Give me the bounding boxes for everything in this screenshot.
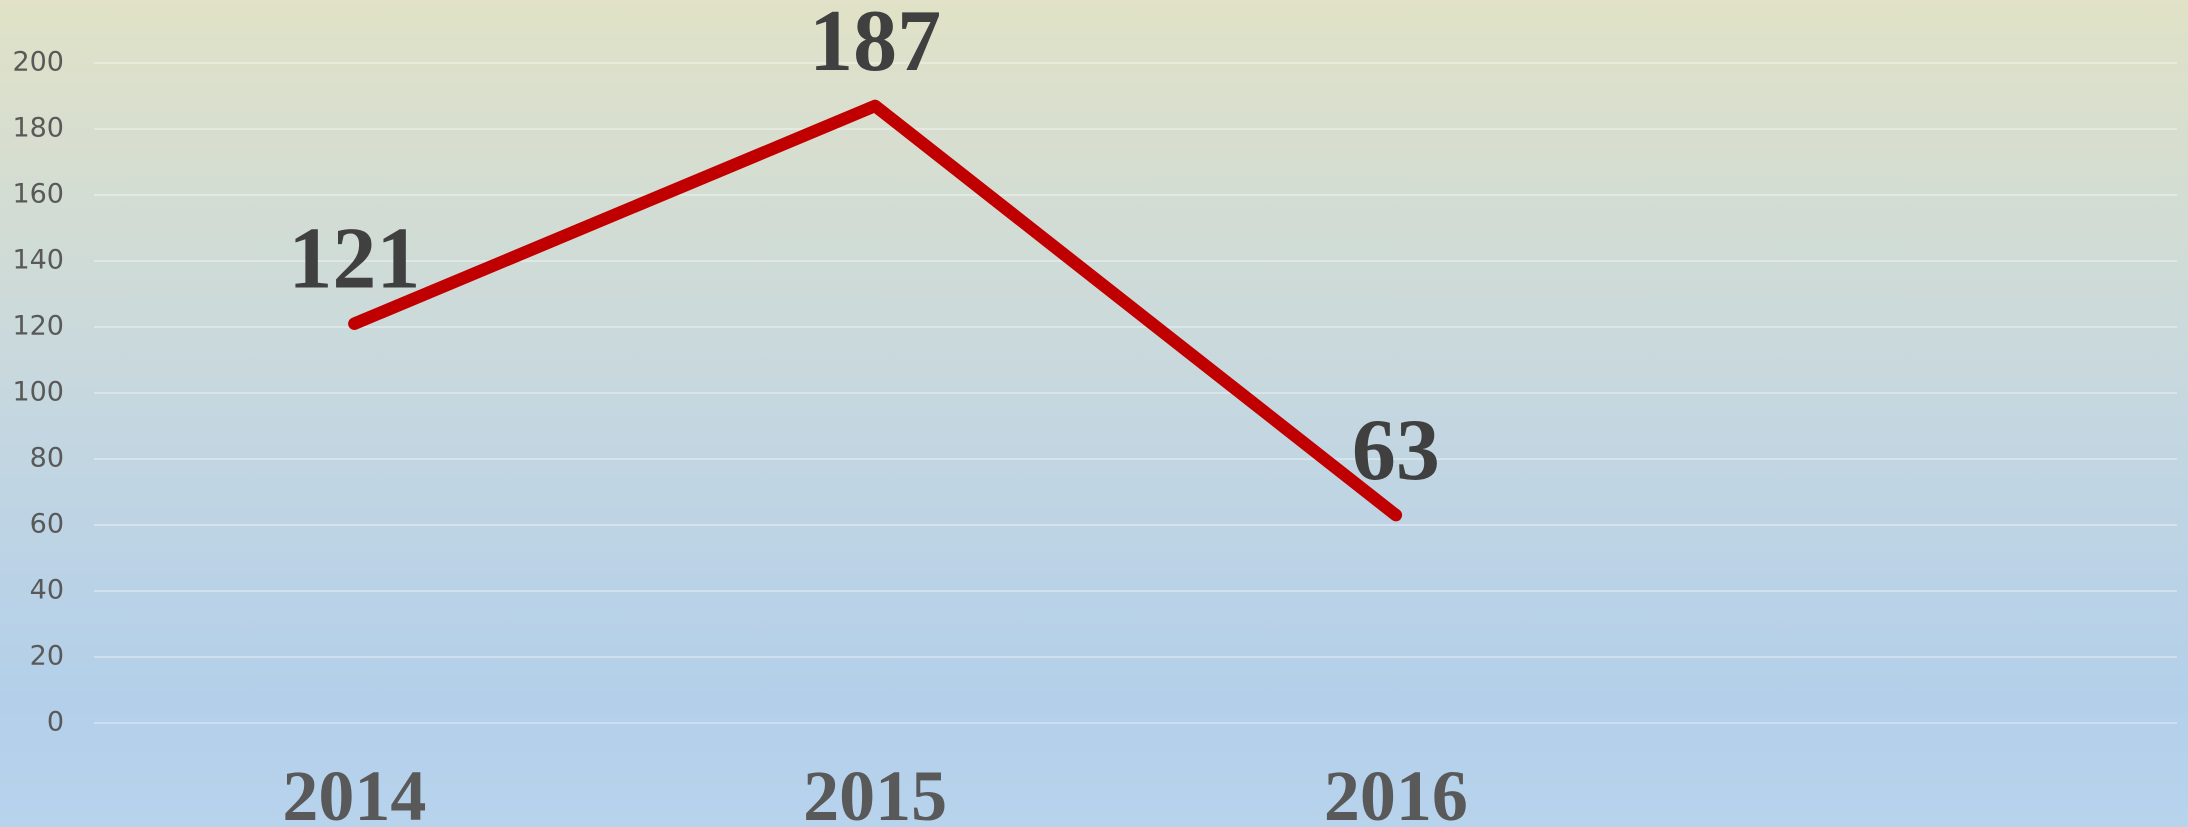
y-tick-label: 200 — [12, 47, 64, 78]
y-tick-label: 40 — [30, 575, 64, 606]
x-tick-label: 2016 — [1324, 756, 1468, 827]
data-label: 121 — [288, 211, 420, 308]
y-tick-label: 160 — [12, 179, 64, 210]
line-series — [348, 99, 1403, 522]
y-tick-label: 180 — [12, 113, 64, 144]
y-tick-label: 80 — [30, 443, 64, 474]
y-tick-label: 20 — [30, 641, 64, 672]
data-label: 63 — [1352, 402, 1440, 499]
y-tick-label: 120 — [12, 311, 64, 342]
y-tick-label: 140 — [12, 245, 64, 276]
y-tick-label: 60 — [30, 509, 64, 540]
x-tick-label: 2014 — [282, 756, 426, 827]
y-tick-label: 0 — [47, 707, 64, 738]
x-tick-label: 2015 — [803, 756, 947, 827]
data-label: 187 — [809, 0, 941, 90]
y-tick-label: 100 — [12, 377, 64, 408]
